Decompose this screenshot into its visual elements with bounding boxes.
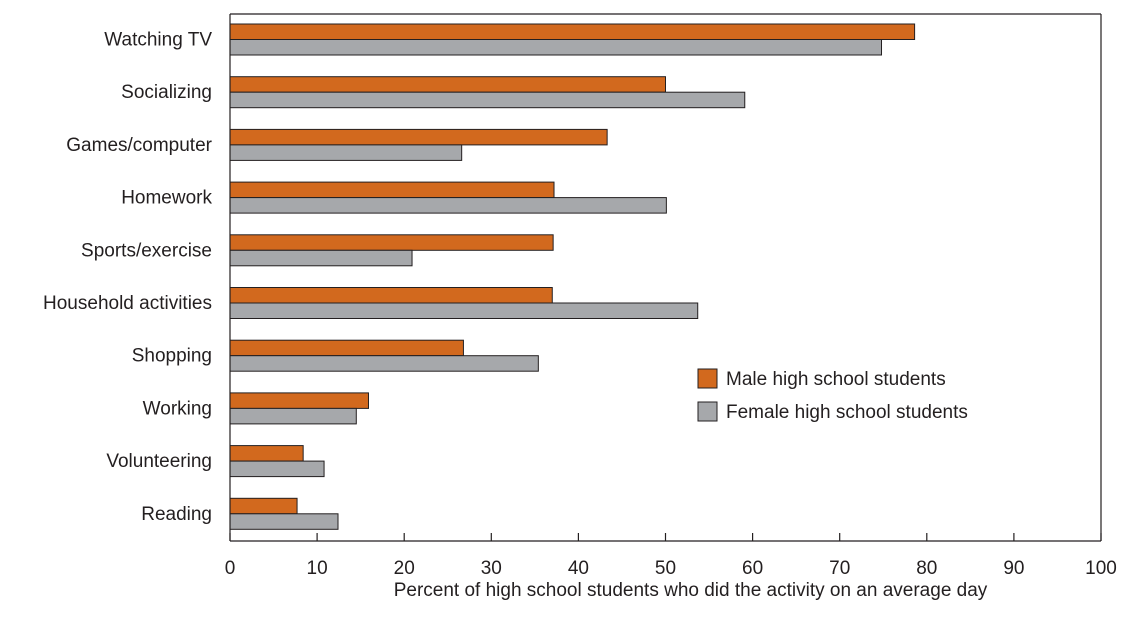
category-label: Socializing (121, 82, 212, 103)
bar-male-working (229, 392, 369, 409)
bar-female-homework (229, 197, 667, 214)
bar-male-volunteering (229, 445, 304, 462)
x-tick-label: 40 (568, 558, 589, 579)
category-label: Volunteering (106, 451, 212, 472)
category-label: Shopping (132, 346, 212, 367)
bar-female-volunteering (229, 460, 325, 478)
bar-male-homework (229, 181, 555, 199)
bar-male-reading (229, 497, 298, 515)
bar-female-working (229, 407, 357, 425)
legend: Male high school students Female high sch… (697, 368, 968, 423)
category-label: Homework (121, 188, 212, 209)
x-tick-label: 70 (829, 558, 850, 579)
bar-male-socializing (229, 76, 666, 93)
bar-female-reading (229, 513, 339, 530)
bar-male-watching-tv (229, 23, 916, 40)
legend-label-male: Male high school students (726, 369, 946, 390)
bar-male-household-activities (229, 287, 553, 304)
x-tick-label: 60 (742, 558, 763, 579)
category-label: Watching TV (104, 30, 212, 51)
category-label: Working (143, 398, 212, 419)
x-axis-title: Percent of high school students who did … (394, 580, 988, 601)
bar-male-shopping (229, 339, 464, 357)
x-tick-label: 20 (394, 558, 415, 579)
bar-female-watching-tv (229, 39, 883, 56)
bar-male-games-computer (229, 128, 608, 146)
x-axis-ticks: 0 10 20 30 40 50 60 70 80 90 100 (225, 533, 1117, 579)
x-tick-label: 0 (225, 558, 236, 579)
legend-label-female: Female high school students (726, 402, 968, 423)
bar-female-games-computer (229, 144, 463, 161)
category-label: Household activities (43, 293, 212, 314)
category-label: Sports/exercise (81, 240, 212, 261)
legend-swatch-female (697, 401, 718, 422)
x-tick-label: 10 (307, 558, 328, 579)
bar-female-household-activities (229, 302, 699, 319)
x-tick-label: 80 (916, 558, 937, 579)
x-tick-label: 30 (481, 558, 502, 579)
bar-male-sports-exercise (229, 234, 554, 251)
x-tick-label: 90 (1003, 558, 1024, 579)
bar-female-shopping (229, 355, 539, 372)
x-tick-label: 50 (655, 558, 676, 579)
bar-female-socializing (229, 91, 746, 109)
category-label: Reading (141, 504, 212, 525)
bars-group (229, 23, 916, 530)
legend-swatch-male (697, 368, 718, 389)
category-label: Games/computer (66, 135, 212, 156)
category-labels: Watching TV Socializing Games/computer Home… (43, 30, 213, 525)
bar-female-sports-exercise (229, 249, 413, 267)
x-tick-label: 100 (1085, 558, 1117, 579)
